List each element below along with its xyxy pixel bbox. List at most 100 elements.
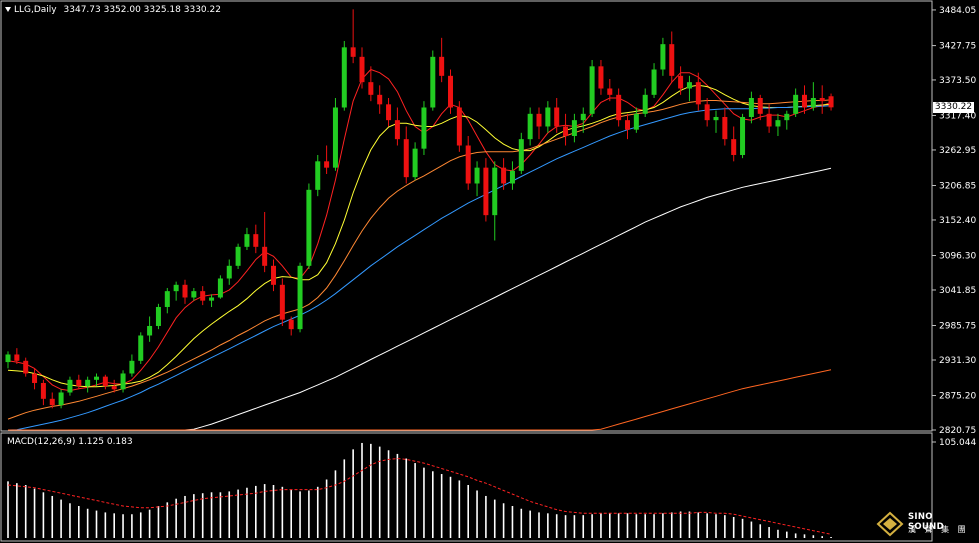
candle-body [23,360,29,374]
candle-body [722,116,728,140]
dropdown-triangle-icon[interactable] [5,7,11,12]
candle-body [518,139,524,171]
candle-body [775,120,781,127]
candle-body [465,145,471,184]
candle-body [332,107,338,168]
candle-body [448,75,453,108]
candle-body [200,291,206,301]
candle-body [85,379,91,387]
candle-body [288,319,294,330]
candle-body [49,398,55,406]
price-axis: 3484.05 3427.75 3373.50 3317.40 3262.95 3206.… [932,6,976,436]
logo-text-en: SINO SOUND [908,512,944,532]
candle-body [138,335,144,361]
symbol-label: LLG,Daily [14,5,57,15]
candle-body [403,139,409,178]
candle-body [129,360,135,374]
candle-body [536,113,542,127]
candle-body [120,373,126,390]
candle-body [713,116,719,121]
candle-body [5,354,11,363]
candle-body [253,234,259,247]
candle-body [669,44,675,76]
candle-body [102,376,108,387]
candle-body [324,161,330,168]
candle-body [545,107,551,127]
candle-body [32,373,38,383]
sino-sound-logo: SINO SOUND 漢 聲 集 團 [876,511,971,537]
candle-body [598,66,604,89]
candle-body [412,148,418,178]
candle-body [616,94,622,121]
candle-body [589,66,595,114]
price-tick-label: 3206.85 [939,181,976,191]
candle-body [580,113,586,121]
candle-body [686,82,692,89]
macd-chart-border [0,432,933,542]
candle-body [147,325,153,336]
candle-body [341,47,347,108]
candle-body [350,47,356,57]
moving-average-line-5 [8,167,832,431]
candle-body [625,120,630,130]
candle-body [766,113,772,127]
candle-body [607,88,613,95]
price-tick-label: 3041.85 [939,286,976,296]
candle-body [651,69,657,95]
main-chart-border [0,0,933,432]
candle-body [554,107,560,127]
candle-body [678,75,684,89]
sino-sound-logo-icon [876,511,904,537]
frame [0,0,933,542]
price-tick-label: 3317.40 [939,111,976,121]
candle-body [368,82,374,95]
candle-body [501,167,507,184]
candle-body [14,354,20,361]
candle-body [456,107,462,146]
price-tick-label: 3427.75 [939,42,976,52]
price-tick-label: 3373.50 [939,76,976,86]
candle-body [394,120,400,140]
moving-average-line-6 [8,369,832,431]
candle-body [802,94,807,108]
candle-body [244,234,250,247]
candle-body [209,297,215,301]
candle-body [784,113,790,121]
moving-average-line-3 [7,99,832,420]
logo-text-zh: 漢 聲 集 團 [908,525,969,534]
price-tick-label: 2875.20 [939,392,976,402]
moving-average-line-2 [7,84,832,388]
candle-body [509,170,515,184]
price-tick-label: 3152.40 [939,216,976,226]
candle-body [279,284,285,320]
candle-body [527,113,533,140]
candle-body [704,104,710,121]
candle-body [748,97,754,117]
candle-body [226,265,232,279]
price-tick-label: 3096.30 [939,251,976,261]
macd-header: MACD(12,26,9) 1.125 0.183 [7,437,133,447]
moving-average-line-1 [7,68,832,392]
price-tick-label: 3262.95 [939,146,976,156]
candle-body [695,82,701,105]
candle-body [492,167,498,216]
candle-body [173,284,179,292]
candle-body [164,291,170,307]
price-tick-label: 2985.75 [939,322,976,332]
candle-body [819,97,825,102]
candle-body [421,107,427,149]
macd-tick-label: 105.044 [939,438,976,448]
candle-body [40,382,46,399]
candle-body [810,97,816,108]
candle-body [155,306,161,326]
macd-panel: 105.044 [7,438,976,538]
candle-body [306,189,312,266]
candle-body [191,291,197,298]
candle-body [731,139,737,155]
chart-header: LLG,Daily 3347.73 3352.00 3325.18 3330.2… [5,5,221,15]
moving-average-line-4 [7,105,832,431]
candle-body [793,94,799,114]
candle-body [217,278,223,298]
candle-body [297,265,303,330]
